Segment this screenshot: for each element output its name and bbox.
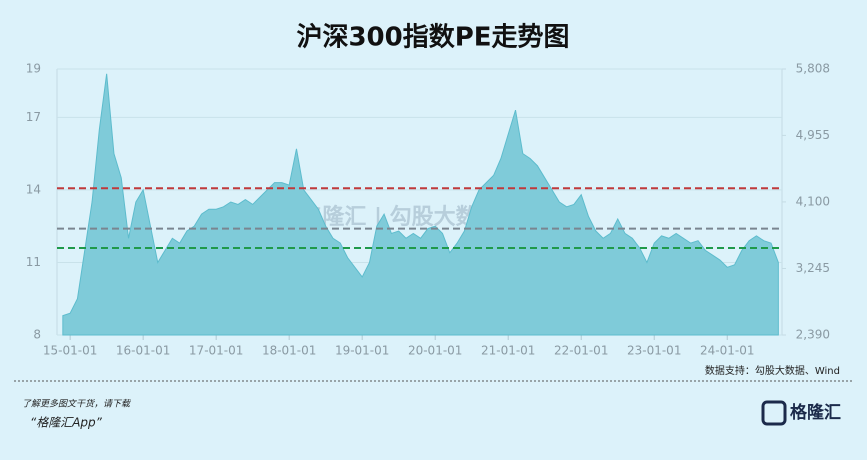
x-tick-label: 16-01-01 [116, 344, 170, 358]
chart-title: 沪深300指数PE走势图 [296, 23, 569, 53]
y2-tick-label: 4,955 [796, 128, 830, 142]
area [62, 73, 779, 336]
x-tick-label: 20-01-01 [408, 344, 462, 358]
x-tick-label: 21-01-01 [481, 344, 535, 358]
x-tick-label: 24-01-01 [700, 344, 754, 358]
x-tick-label: 22-01-01 [554, 344, 608, 358]
x-tick-label: 23-01-01 [627, 344, 681, 358]
x-tick-label: 17-01-01 [189, 344, 243, 358]
logo-icon [761, 400, 787, 426]
y2-tick-label: 3,245 [796, 261, 830, 275]
source: 数据支持：勾股大数据、Wind [705, 364, 840, 377]
logo-text: 格隆汇 [790, 402, 841, 423]
app-name: “格隆汇App” [30, 416, 103, 430]
y-tick-label: 17 [26, 110, 41, 124]
y-tick-label: 19 [26, 62, 41, 76]
y-tick-label: 14 [26, 182, 41, 196]
y-tick-label: 8 [33, 328, 41, 342]
x-tick-label: 18-01-01 [262, 344, 316, 358]
promo: 了解更多图文干货，请下载 [22, 399, 131, 410]
y2-tick-label: 2,390 [796, 328, 830, 342]
x-tick-label: 19-01-01 [335, 344, 389, 358]
y2-tick-label: 4,100 [796, 194, 830, 208]
y-tick-label: 11 [26, 255, 41, 269]
x-tick-label: 15-01-01 [43, 344, 97, 358]
y2-tick-label: 5,808 [796, 62, 830, 76]
